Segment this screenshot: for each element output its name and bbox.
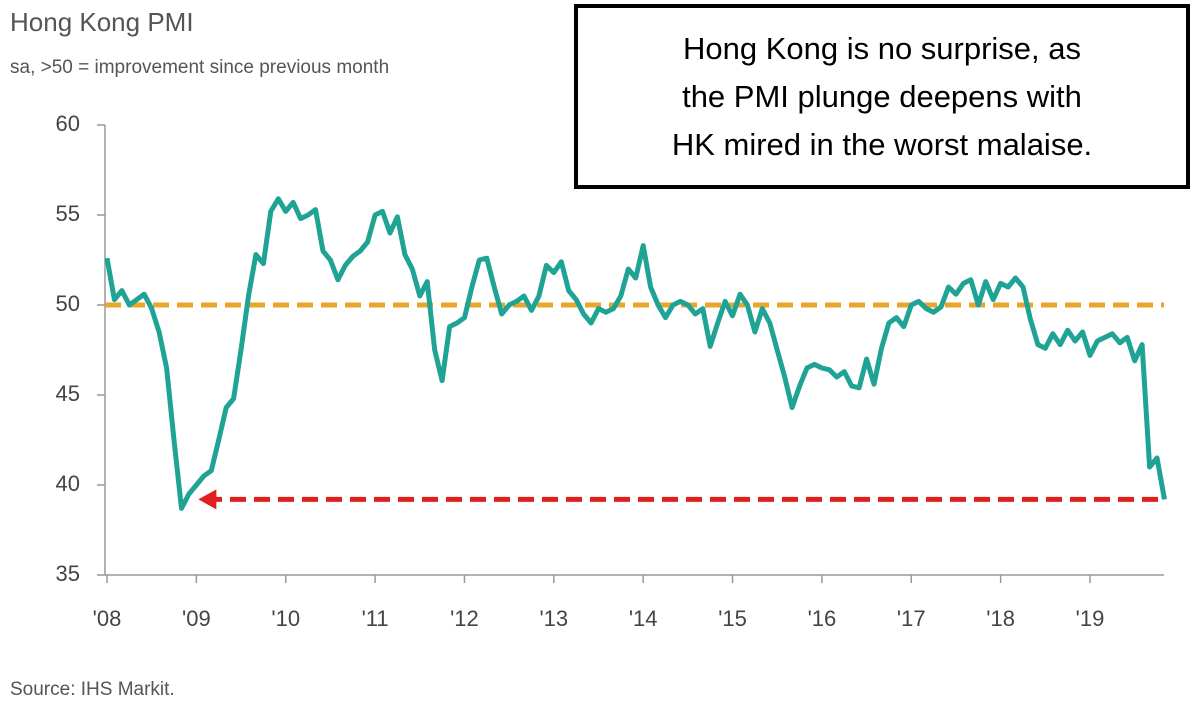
x-tick-label: '12 <box>450 606 479 631</box>
annotation-box <box>574 4 1190 189</box>
y-tick-label: 55 <box>56 201 80 226</box>
series-line <box>104 196 1167 511</box>
x-tick-label: '18 <box>986 606 1015 631</box>
annotation-line: the PMI plunge deepens with <box>682 79 1082 114</box>
x-tick-label: '10 <box>271 606 300 631</box>
x-tick-label: '16 <box>808 606 837 631</box>
y-tick-label: 45 <box>56 381 80 406</box>
x-tick-label: '14 <box>629 606 658 631</box>
y-tick-label: 60 <box>56 111 80 136</box>
x-tick-label: '19 <box>1076 606 1105 631</box>
annotation-line: HK mired in the worst malaise. <box>672 127 1092 162</box>
x-tick-label: '09 <box>182 606 211 631</box>
y-tick-label: 50 <box>56 291 80 316</box>
arrow-head <box>198 489 217 510</box>
chart-subtitle: sa, >50 = improvement since previous mon… <box>10 57 389 78</box>
source: Source: IHS Markit. <box>10 679 175 700</box>
chart-title: Hong Kong PMI <box>10 7 194 37</box>
annotation-line: Hong Kong is no surprise, as <box>683 31 1081 66</box>
y-tick-label: 40 <box>56 471 80 496</box>
y-tick-label: 35 <box>56 561 80 586</box>
x-tick-label: '08 <box>93 606 122 631</box>
x-tick-label: '13 <box>539 606 568 631</box>
x-tick-label: '11 <box>362 606 389 631</box>
x-tick-label: '15 <box>718 606 747 631</box>
x-tick-label: '17 <box>897 606 926 631</box>
